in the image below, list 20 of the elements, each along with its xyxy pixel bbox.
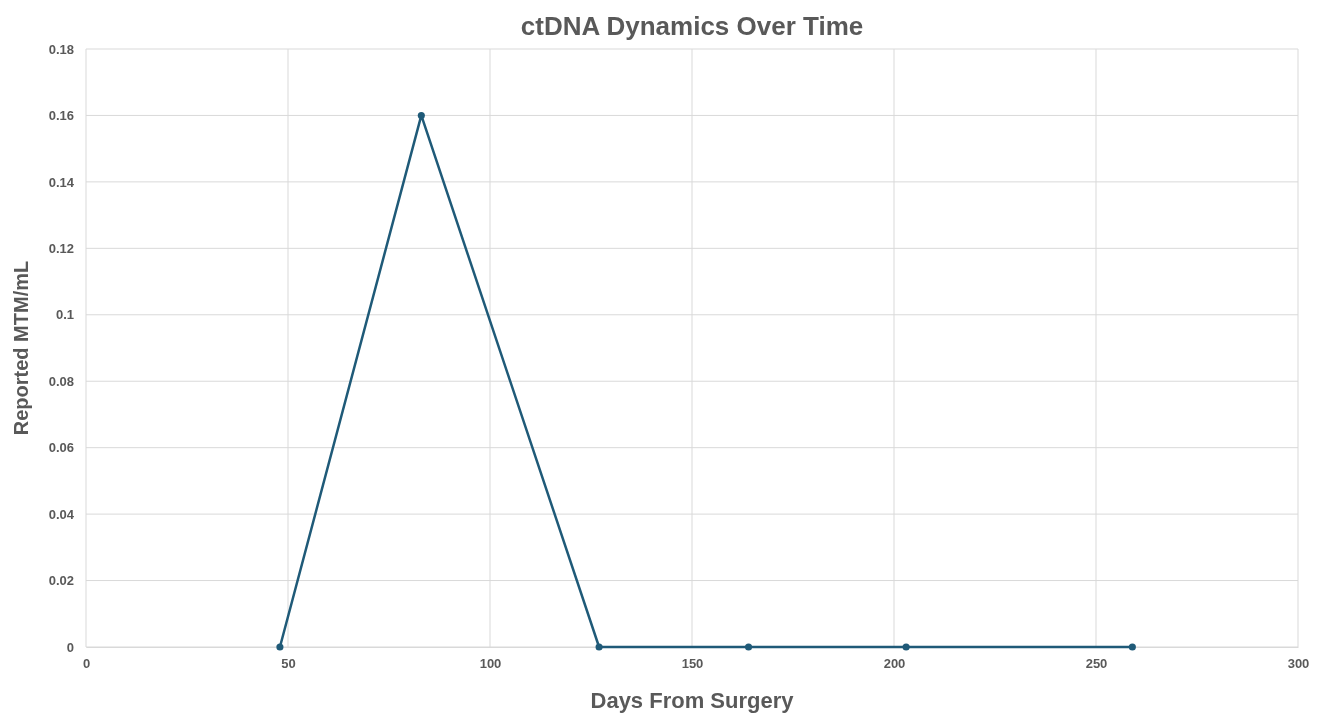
y-tick-label: 0.1: [55, 307, 74, 323]
chart-title: ctDNA Dynamics Over Time: [520, 11, 864, 41]
x-axis-title: Days From Surgery: [590, 688, 795, 713]
x-tick-label: 50: [281, 656, 296, 672]
y-tick-label: 0.14: [48, 174, 75, 190]
y-tick-label: 0.18: [48, 41, 74, 57]
y-axis-title: Reported MTM/mL: [10, 260, 32, 436]
x-tick-label: 0: [82, 656, 91, 672]
y-tick-label: 0.08: [48, 373, 74, 389]
x-tick-label: 150: [681, 656, 704, 672]
x-tick-label: 250: [1085, 656, 1108, 672]
x-tick-label: 200: [883, 656, 906, 672]
y-tick-label: 0.02: [48, 573, 74, 589]
y-tick-label: 0.06: [48, 440, 74, 456]
y-tick-label: 0.04: [48, 506, 75, 522]
y-tick-label: 0.12: [48, 240, 74, 256]
y-tick-label: 0.16: [48, 108, 74, 124]
x-tick-label: 100: [479, 656, 502, 672]
x-tick-label: 300: [1287, 656, 1310, 672]
y-tick-label: 0: [66, 639, 74, 655]
